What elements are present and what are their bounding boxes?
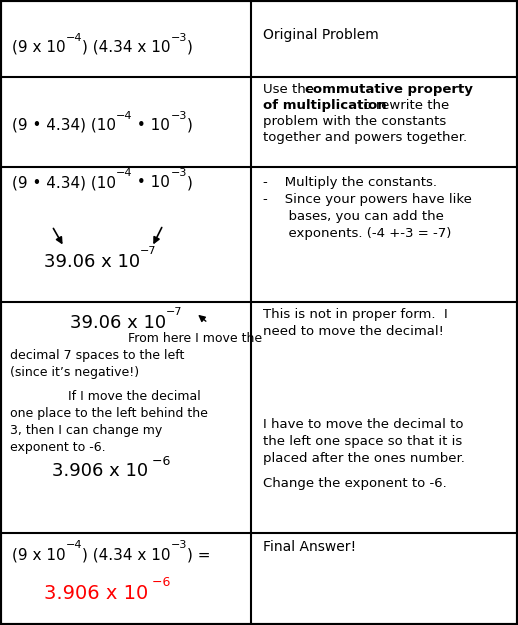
Text: ): ) xyxy=(187,175,193,190)
Text: Final Answer!: Final Answer! xyxy=(263,540,356,554)
Text: (9 • 4.34) (10: (9 • 4.34) (10 xyxy=(12,118,116,133)
Text: From here I move the: From here I move the xyxy=(128,332,262,345)
Text: ) =: ) = xyxy=(187,547,210,562)
Text: • 10: • 10 xyxy=(133,118,170,133)
Text: I have to move the decimal to: I have to move the decimal to xyxy=(263,418,464,431)
Text: of multiplication: of multiplication xyxy=(263,99,386,112)
Text: ) (4.34 x 10: ) (4.34 x 10 xyxy=(82,40,170,55)
Text: (9 x 10: (9 x 10 xyxy=(12,40,66,55)
Text: commutative property: commutative property xyxy=(305,83,473,96)
Text: 3.906 x 10: 3.906 x 10 xyxy=(44,584,148,603)
Text: Original Problem: Original Problem xyxy=(263,28,379,42)
Text: −3: −3 xyxy=(170,111,187,121)
Text: -    Multiply the constants.: - Multiply the constants. xyxy=(263,176,437,189)
Text: −6: −6 xyxy=(148,576,170,589)
Text: −3: −3 xyxy=(170,168,187,178)
Text: −7: −7 xyxy=(166,307,183,317)
Text: This is not in proper form.  I: This is not in proper form. I xyxy=(263,308,448,321)
Text: 3.906 x 10: 3.906 x 10 xyxy=(52,462,148,480)
Text: ): ) xyxy=(187,118,193,133)
Text: (since it’s negative!): (since it’s negative!) xyxy=(10,366,139,379)
Text: one place to the left behind the: one place to the left behind the xyxy=(10,407,208,420)
Text: -    Since your powers have like: - Since your powers have like xyxy=(263,193,472,206)
Text: −3: −3 xyxy=(170,33,187,43)
Text: ): ) xyxy=(187,40,193,55)
Text: ) (4.34 x 10: ) (4.34 x 10 xyxy=(82,547,170,562)
Text: exponent to -6.: exponent to -6. xyxy=(10,441,106,454)
Text: Change the exponent to -6.: Change the exponent to -6. xyxy=(263,477,447,490)
Text: 39.06 x 10: 39.06 x 10 xyxy=(70,314,166,332)
Text: the left one space so that it is: the left one space so that it is xyxy=(263,435,462,448)
Text: −4: −4 xyxy=(116,168,133,178)
Text: −4: −4 xyxy=(66,540,82,550)
Text: (9 x 10: (9 x 10 xyxy=(12,547,66,562)
Text: • 10: • 10 xyxy=(133,175,170,190)
Text: −7: −7 xyxy=(140,246,156,256)
Text: problem with the constants: problem with the constants xyxy=(263,115,446,128)
Text: −6: −6 xyxy=(148,455,170,468)
Text: need to move the decimal!: need to move the decimal! xyxy=(263,325,444,338)
Text: decimal 7 spaces to the left: decimal 7 spaces to the left xyxy=(10,349,184,362)
Text: −4: −4 xyxy=(66,33,82,43)
Text: (9 • 4.34) (10: (9 • 4.34) (10 xyxy=(12,175,116,190)
Text: 39.06 x 10: 39.06 x 10 xyxy=(44,253,140,271)
Text: Use the: Use the xyxy=(263,83,318,96)
Text: exponents. (-4 +-3 = -7): exponents. (-4 +-3 = -7) xyxy=(263,227,451,240)
Text: −3: −3 xyxy=(170,540,187,550)
Text: If I move the decimal: If I move the decimal xyxy=(68,390,201,403)
Text: bases, you can add the: bases, you can add the xyxy=(263,210,444,223)
Text: together and powers together.: together and powers together. xyxy=(263,131,467,144)
Text: to rewrite the: to rewrite the xyxy=(354,99,449,112)
Text: −4: −4 xyxy=(116,111,133,121)
Text: placed after the ones number.: placed after the ones number. xyxy=(263,452,465,465)
Text: 3, then I can change my: 3, then I can change my xyxy=(10,424,162,437)
